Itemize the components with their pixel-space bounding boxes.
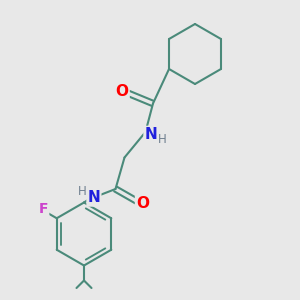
Text: H: H — [77, 184, 86, 198]
Text: N: N — [88, 190, 100, 206]
Text: O: O — [136, 196, 149, 211]
Text: H: H — [158, 133, 166, 146]
Text: F: F — [39, 202, 48, 216]
Text: O: O — [116, 84, 129, 99]
Text: N: N — [145, 127, 157, 142]
